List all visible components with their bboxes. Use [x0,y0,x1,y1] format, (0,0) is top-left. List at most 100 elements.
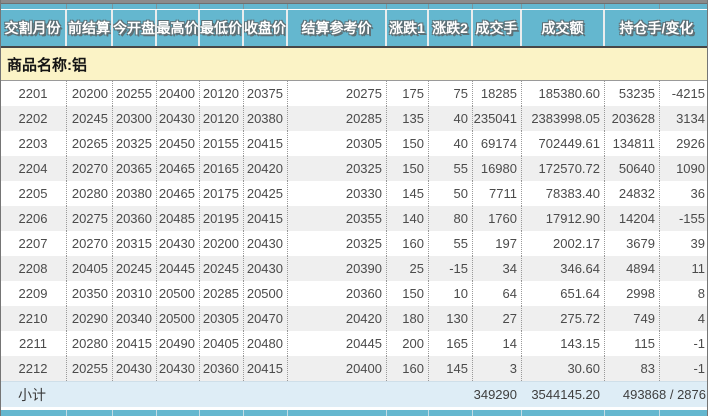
cell-value: 2926 [676,136,705,151]
cell-value: 34 [473,256,522,281]
cell-value: 165 [429,331,473,356]
cell-value: 130 [429,306,473,331]
cell-value: 50 [429,181,473,206]
cell-value: 20300 [113,106,157,131]
cell-value: 20430 [244,256,288,281]
cell-contract-month: 2201 [0,81,67,106]
table-row[interactable]: 2208 20405 20245 20445 20245 20430 20390 25 -15 3… [0,256,708,281]
cell-value: 20255 [113,81,157,106]
table-row[interactable]: 2202 20245 20300 20430 20120 20380 20285 135 40 2… [0,106,708,131]
cell-contract-month: 2206 [0,206,67,231]
strip-cell [157,410,200,416]
table-row[interactable]: 2210 20290 20340 20500 20305 20470 20420 180 130… [0,306,708,331]
strip-cell [429,410,473,416]
cell-value: 20270 [67,156,113,181]
divider [0,9,708,10]
strip-cell [387,4,429,9]
cell-contract-month: 2203 [0,131,67,156]
cell-contract-month: 2211 [0,331,67,356]
cell-value: 20325 [288,231,387,256]
cell-value: 20245 [200,256,244,281]
cell-value: 140 [387,206,429,231]
table-row[interactable]: 2211 20280 20415 20490 20405 20480 20445 200 165… [0,331,708,356]
strip-cell [660,4,708,9]
cell-value: 20500 [157,306,200,331]
cell-value: 20485 [157,206,200,231]
subtotal-turnover: 3544145.20 [531,387,600,402]
cell-value: 20275 [67,206,113,231]
cell-value: 20375 [244,81,288,106]
table-row[interactable]: 2203 20265 20325 20450 20155 20415 20305 150 40 6… [0,131,708,156]
table-row[interactable]: 2201 20200 20255 20400 20120 20375 20275 175 75 1… [0,81,708,106]
strip-cell [113,410,157,416]
table-row[interactable]: 2205 20280 20380 20465 20175 20425 20330 145 50 7… [0,181,708,206]
table-row[interactable]: 2212 20255 20430 20430 20360 20415 20400 160 145… [0,356,708,381]
cell-value: 10 [429,281,473,306]
cell-value: 75 [429,81,473,106]
col-header-change1: 涨跌1 [387,10,429,46]
divider [0,407,708,410]
cell-value: 20305 [288,131,387,156]
cell-value: 39 [690,236,705,251]
cell-contract-month: 2204 [0,156,67,181]
cell-value: 7711 [473,181,522,206]
col-header-change2: 涨跌2 [429,10,473,46]
cell-value: 20290 [67,306,113,331]
cell-value: -15 [429,256,473,281]
strip-cell [67,410,113,416]
window-top-bar [0,0,708,4]
prev-section-header-edge [0,4,708,9]
cell-value: 20445 [157,256,200,281]
cell-value: 27 [473,306,522,331]
cell-value: 20465 [157,156,200,181]
cell-value: 20120 [200,106,244,131]
cell-value: 40 [429,131,473,156]
cell-value: 20340 [113,306,157,331]
cell-value: 275.72 [522,306,605,331]
cell-contract-month: 2212 [0,356,67,381]
cell-value: 2383998.05 [522,106,605,131]
table-row[interactable]: 2207 20270 20315 20430 20200 20430 20325 160 55 1… [0,231,708,256]
cell-value: 4894 [605,256,660,281]
cell-value: 20405 [200,331,244,356]
cell-value: 14204 [605,206,660,231]
cell-value: 346.64 [522,256,605,281]
subtotal-open-interest: 493868 / 2876 [622,387,706,402]
strip-cell [288,4,387,9]
cell-value: 160 [387,231,429,256]
cell-value: 1090 [676,161,705,176]
cell-value: 20255 [67,356,113,381]
cell-value: 20360 [200,356,244,381]
cell-value: 20405 [67,256,113,281]
cell-value: 20500 [157,281,200,306]
cell-contract-month: 2209 [0,281,67,306]
cell-value: 197 [473,231,522,256]
cell-value: 78383.40 [522,181,605,206]
strip-cell [157,4,200,9]
cell-value: 20200 [200,231,244,256]
strip-cell [244,4,288,9]
cell-value: 203628 [605,106,660,131]
product-name-label: 商品名称:铝 [7,56,87,74]
cell-value: 145 [387,181,429,206]
cell-value: 14 [473,331,522,356]
cell-value: 20480 [244,331,288,356]
strip-cell [0,410,67,416]
cell-value: 20155 [200,131,244,156]
table-row[interactable]: 2204 20270 20365 20465 20165 20420 20325 150 55 1… [0,156,708,181]
cell-value: 80 [429,206,473,231]
cell-value: 20365 [113,156,157,181]
cell-value: 702449.61 [522,131,605,156]
table-row[interactable]: 2209 20350 20310 20500 20285 20500 20360 150 10 6… [0,281,708,306]
cell-value: 20355 [288,206,387,231]
table-row[interactable]: 2206 20275 20360 20485 20195 20415 20355 140 80 1… [0,206,708,231]
cell-contract-month: 2205 [0,181,67,206]
cell-value: 50640 [605,156,660,181]
strip-cell [473,4,522,9]
cell-value: 20350 [67,281,113,306]
cell-value: 175 [387,81,429,106]
cell-value: 200 [387,331,429,356]
cell-value: 20285 [288,106,387,131]
strip-cell [660,410,708,416]
